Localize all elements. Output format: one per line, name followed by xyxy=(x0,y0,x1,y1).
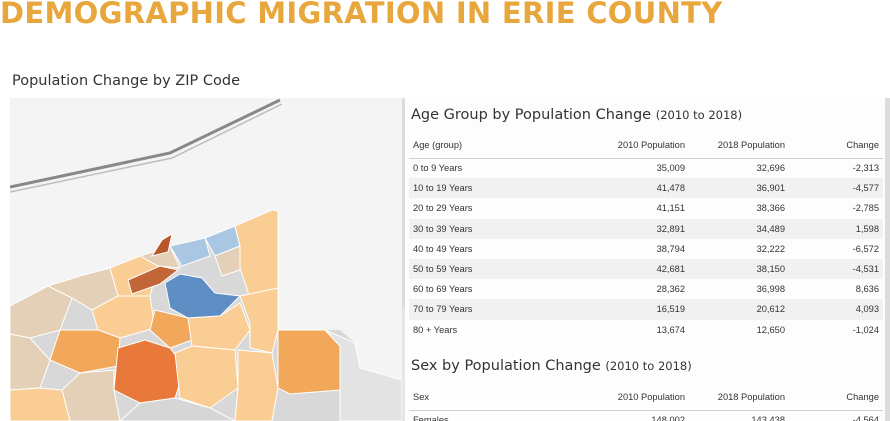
cell-2018-population: 34,489 xyxy=(689,218,789,239)
column-header-sex[interactable]: Sex xyxy=(409,384,559,411)
age-group-table: Age (group) 2010 Population 2018 Populat… xyxy=(409,132,883,340)
column-header-age-group[interactable]: Age (group) xyxy=(409,132,559,159)
page-title: DEMOGRAPHIC MIGRATION IN ERIE COUNTY xyxy=(0,0,723,30)
cell-2010-population: 28,362 xyxy=(656,284,685,295)
cell-2010-population: 42,681 xyxy=(559,258,689,280)
table-row[interactable]: Females 148,002 143,438 -4,564 xyxy=(409,410,883,421)
column-header-2018-population[interactable]: 2018 Population xyxy=(689,384,789,411)
cell-age-group: 50 to 59 Years xyxy=(409,258,559,280)
zip-region[interactable] xyxy=(169,237,211,267)
zip-region[interactable] xyxy=(119,397,236,421)
cell-2018-population: 20,612 xyxy=(689,299,789,320)
cell-2010-population: 148,002 xyxy=(651,415,685,421)
table-header-row: Sex 2010 Population 2018 Population Chan… xyxy=(409,384,883,411)
cell-2018-population: 12,650 xyxy=(756,324,785,335)
table-row[interactable]: 0 to 9 Years 35,009 32,696 -2,313 xyxy=(409,158,883,178)
zip-region[interactable] xyxy=(150,232,173,257)
cell-change: 4,093 xyxy=(789,299,883,320)
cell-age-group: 30 to 39 Years xyxy=(409,218,559,239)
table-row[interactable]: 40 to 49 Years 38,794 32,222 -6,572 xyxy=(409,239,883,259)
cell-2018-population: 143,438 xyxy=(751,415,785,421)
column-header-2018-population[interactable]: 2018 Population xyxy=(689,132,789,159)
table-row[interactable]: 30 to 39 Years 32,891 34,489 1,598 xyxy=(409,218,883,239)
column-header-change[interactable]: Change xyxy=(789,384,883,411)
table-row[interactable]: 80 + Years 13,674 12,650 -1,024 xyxy=(409,320,883,340)
cell-change: -4,531 xyxy=(789,258,883,280)
sex-table-subtitle: (2010 to 2018) xyxy=(605,359,692,373)
cell-change: -1,024 xyxy=(852,324,879,335)
cell-age-group: 0 to 9 Years xyxy=(413,163,463,174)
cell-change: -4,564 xyxy=(852,415,879,421)
cell-2018-population: 38,150 xyxy=(689,258,789,280)
zip-region[interactable] xyxy=(127,265,180,295)
age-table-title: Age Group by Population Change (2010 to … xyxy=(411,107,742,123)
cell-age-group: 70 to 79 Years xyxy=(409,299,559,320)
shoreline-outline xyxy=(10,103,283,193)
cell-age-group: 80 + Years xyxy=(413,324,458,335)
zip-region[interactable] xyxy=(324,329,402,421)
zip-region[interactable] xyxy=(10,387,71,421)
cell-age-group: 60 to 69 Years xyxy=(413,284,473,295)
column-header-change[interactable]: Change xyxy=(789,132,883,159)
cell-2010-population: 16,519 xyxy=(559,299,689,320)
cell-2018-population: 32,222 xyxy=(756,243,785,254)
age-table-title-text: Age Group by Population Change xyxy=(411,107,652,123)
zip-region[interactable] xyxy=(149,309,193,349)
table-row[interactable]: 20 to 29 Years 41,151 38,366 -2,785 xyxy=(409,198,883,218)
cell-change: -2,785 xyxy=(852,203,879,214)
sex-table: Sex 2010 Population 2018 Population Chan… xyxy=(409,384,883,421)
cell-2010-population: 32,891 xyxy=(559,218,689,239)
zip-region[interactable] xyxy=(234,349,279,421)
zip-region[interactable] xyxy=(277,329,341,395)
sex-table-title-text: Sex by Population Change xyxy=(411,358,601,374)
cell-2010-population: 13,674 xyxy=(656,324,685,335)
cell-change: 8,636 xyxy=(855,284,879,295)
age-table-subtitle: (2010 to 2018) xyxy=(655,108,743,122)
tables-panel: Age Group by Population Change (2010 to … xyxy=(405,98,885,421)
cell-2018-population: 36,901 xyxy=(689,178,789,199)
cell-change: -4,577 xyxy=(789,178,883,199)
cell-change: 1,598 xyxy=(789,218,883,239)
shoreline-line xyxy=(10,98,281,189)
table-row[interactable]: 10 to 19 Years 41,478 36,901 -4,577 xyxy=(409,178,883,199)
zip-region[interactable] xyxy=(10,333,51,391)
table-row[interactable]: 50 to 59 Years 42,681 38,150 -4,531 xyxy=(409,258,883,280)
table-row[interactable]: 70 to 79 Years 16,519 20,612 4,093 xyxy=(409,299,883,320)
cell-sex: Females xyxy=(413,415,449,421)
cell-age-group: 10 to 19 Years xyxy=(409,178,559,199)
cell-age-group: 20 to 29 Years xyxy=(413,203,473,214)
cell-age-group: 40 to 49 Years xyxy=(413,243,473,254)
zip-region[interactable] xyxy=(214,245,241,277)
cell-change: -6,572 xyxy=(852,243,879,254)
table-header-row: Age (group) 2010 Population 2018 Populat… xyxy=(409,132,883,159)
cell-change: -2,313 xyxy=(852,163,879,174)
table-row[interactable]: 60 to 69 Years 28,362 36,998 8,636 xyxy=(409,279,883,299)
cell-2010-population: 41,478 xyxy=(559,178,689,199)
cell-2010-population: 35,009 xyxy=(656,163,685,174)
zip-code-map[interactable] xyxy=(10,98,402,421)
cell-2018-population: 36,998 xyxy=(756,284,785,295)
cell-2018-population: 32,696 xyxy=(756,163,785,174)
sex-table-title: Sex by Population Change (2010 to 2018) xyxy=(411,358,692,374)
column-header-2010-population[interactable]: 2010 Population xyxy=(559,384,689,411)
cell-2010-population: 38,794 xyxy=(656,243,685,254)
map-title: Population Change by ZIP Code xyxy=(12,73,240,89)
column-header-2010-population[interactable]: 2010 Population xyxy=(559,132,689,159)
cell-2018-population: 38,366 xyxy=(756,203,785,214)
cell-2010-population: 41,151 xyxy=(656,203,685,214)
